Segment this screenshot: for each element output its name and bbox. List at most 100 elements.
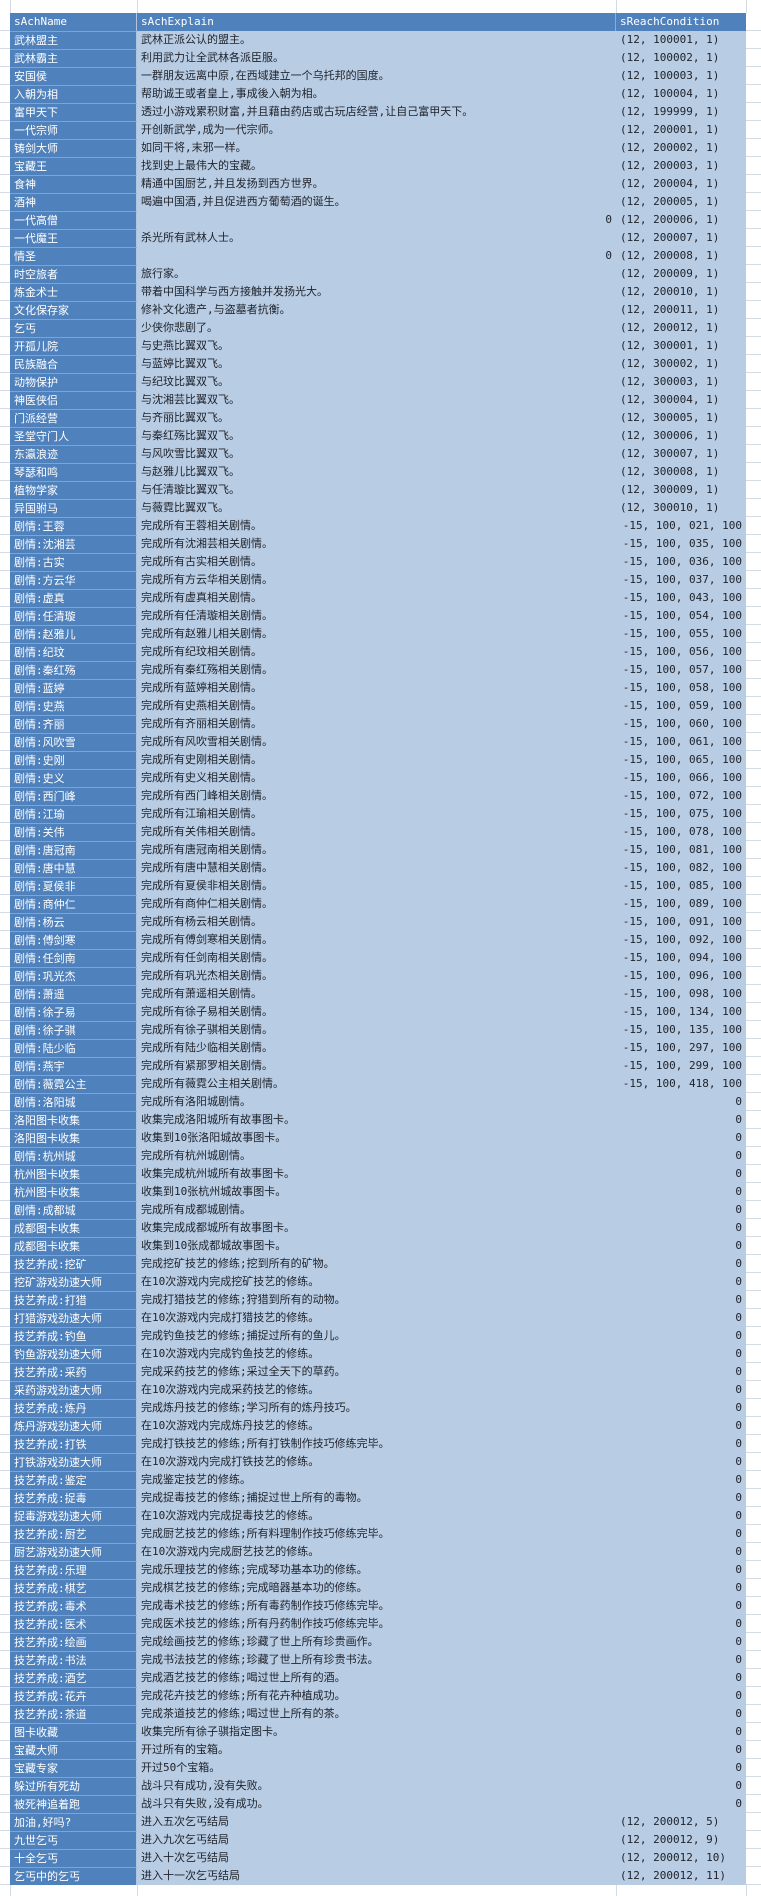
reach-condition-cell[interactable]: 0 [616,1669,746,1687]
reach-condition-cell[interactable]: -15, 100, 054, 100 [616,607,746,625]
achievement-explain-cell[interactable]: 完成所有沈湘芸相关剧情。 [137,535,616,553]
achievement-explain-cell[interactable]: 与风吹雪比翼双飞。 [137,445,616,463]
achievement-explain-cell[interactable]: 与薇霓比翼双飞。 [137,499,616,517]
reach-condition-cell[interactable]: -15, 100, 056, 100 [616,643,746,661]
reach-condition-cell[interactable]: -15, 100, 092, 100 [616,931,746,949]
achievement-name-cell[interactable]: 剧情:商仲仁 [10,895,137,913]
achievement-explain-cell[interactable]: 杀光所有武林人士。 [137,229,616,247]
achievement-explain-cell[interactable]: 战斗只有失败,没有成功。 [137,1795,616,1813]
achievement-explain-cell[interactable]: 开创新武学,成为一代宗师。 [137,121,616,139]
achievement-name-cell[interactable]: 剧情:杭州城 [10,1147,137,1165]
achievement-name-cell[interactable]: 剧情:虚真 [10,589,137,607]
reach-condition-cell[interactable]: 0 [616,1489,746,1507]
achievement-name-cell[interactable]: 宝藏专家 [10,1759,137,1777]
reach-condition-cell[interactable]: 0 [616,1723,746,1741]
achievement-name-cell[interactable]: 剧情:夏侯非 [10,877,137,895]
achievement-name-cell[interactable]: 技艺养成:乐理 [10,1561,137,1579]
achievement-explain-cell[interactable]: 找到史上最伟大的宝藏。 [137,157,616,175]
achievement-name-cell[interactable]: 杭州图卡收集 [10,1183,137,1201]
achievement-explain-cell[interactable]: 完成所有徐子骐相关剧情。 [137,1021,616,1039]
achievement-name-cell[interactable]: 剧情:唐中慧 [10,859,137,877]
achievement-name-cell[interactable]: 门派经营 [10,409,137,427]
achievement-name-cell[interactable]: 剧情:蓝婷 [10,679,137,697]
reach-condition-cell[interactable]: -15, 100, 096, 100 [616,967,746,985]
reach-condition-cell[interactable]: 0 [616,1345,746,1363]
achievement-explain-cell[interactable]: 完成所有任清璇相关剧情。 [137,607,616,625]
reach-condition-cell[interactable]: -15, 100, 082, 100 [616,859,746,877]
reach-condition-cell[interactable]: 0 [616,1273,746,1291]
achievement-name-cell[interactable]: 技艺养成:医术 [10,1615,137,1633]
achievement-name-cell[interactable]: 入朝为相 [10,85,137,103]
achievement-explain-cell[interactable]: 完成酒艺技艺的修练;喝过世上所有的酒。 [137,1669,616,1687]
reach-condition-cell[interactable]: 0 [616,1363,746,1381]
achievement-name-cell[interactable]: 炼丹游戏劲速大师 [10,1417,137,1435]
achievement-explain-cell[interactable]: 完成所有徐子易相关剧情。 [137,1003,616,1021]
reach-condition-cell[interactable]: -15, 100, 037, 100 [616,571,746,589]
achievement-name-cell[interactable]: 剧情:方云华 [10,571,137,589]
header-sachexplain[interactable]: sAchExplain [137,13,616,31]
achievement-explain-cell[interactable]: 在10次游戏内完成炼丹技艺的修练。 [137,1417,616,1435]
achievement-explain-cell[interactable]: 收集完成洛阳城所有故事图卡。 [137,1111,616,1129]
achievement-explain-cell[interactable]: 在10次游戏内完成挖矿技艺的修练。 [137,1273,616,1291]
achievement-explain-cell[interactable]: 在10次游戏内完成采药技艺的修练。 [137,1381,616,1399]
reach-condition-cell[interactable]: 0 [616,1435,746,1453]
achievement-explain-cell[interactable]: 完成毒术技艺的修练;所有毒药制作技巧修练完毕。 [137,1597,616,1615]
reach-condition-cell[interactable]: -15, 100, 066, 100 [616,769,746,787]
reach-condition-cell[interactable]: 0 [616,1183,746,1201]
achievement-name-cell[interactable]: 技艺养成:厨艺 [10,1525,137,1543]
achievement-explain-cell[interactable]: 完成炼丹技艺的修练;学习所有的炼丹技巧。 [137,1399,616,1417]
reach-condition-cell[interactable]: -15, 100, 078, 100 [616,823,746,841]
reach-condition-cell[interactable]: -15, 100, 089, 100 [616,895,746,913]
header-sachname[interactable]: sAchName [10,13,137,31]
achievement-name-cell[interactable]: 技艺养成:茶道 [10,1705,137,1723]
achievement-explain-cell[interactable]: 完成茶道技艺的修练;喝过世上所有的茶。 [137,1705,616,1723]
achievement-name-cell[interactable]: 开孤儿院 [10,337,137,355]
achievement-name-cell[interactable]: 被死神追着跑 [10,1795,137,1813]
achievement-name-cell[interactable]: 成都图卡收集 [10,1237,137,1255]
reach-condition-cell[interactable]: -15, 100, 134, 100 [616,1003,746,1021]
achievement-explain-cell[interactable]: 完成所有杨云相关剧情。 [137,913,616,931]
achievement-name-cell[interactable]: 炼金术士 [10,283,137,301]
achievement-name-cell[interactable]: 宝藏王 [10,157,137,175]
achievement-explain-cell[interactable]: 进入十一次乞丐结局 [137,1867,616,1885]
reach-condition-cell[interactable]: (12, 200012, 10) [616,1849,746,1867]
achievement-explain-cell[interactable]: 完成所有古实相关剧情。 [137,553,616,571]
reach-condition-cell[interactable]: (12, 200001, 1) [616,121,746,139]
reach-condition-cell[interactable]: -15, 100, 135, 100 [616,1021,746,1039]
achievement-explain-cell[interactable]: 完成所有方云华相关剧情。 [137,571,616,589]
achievement-explain-cell[interactable]: 完成所有商仲仁相关剧情。 [137,895,616,913]
achievement-name-cell[interactable]: 洛阳图卡收集 [10,1129,137,1147]
achievement-name-cell[interactable]: 图卡收藏 [10,1723,137,1741]
achievement-explain-cell[interactable]: 与蓝婷比翼双飞。 [137,355,616,373]
achievement-name-cell[interactable]: 技艺养成:挖矿 [10,1255,137,1273]
achievement-name-cell[interactable]: 技艺养成:采药 [10,1363,137,1381]
reach-condition-cell[interactable]: 0 [616,1309,746,1327]
achievement-explain-cell[interactable]: 0 [137,247,616,265]
achievement-explain-cell[interactable]: 完成挖矿技艺的修练;挖到所有的矿物。 [137,1255,616,1273]
achievement-explain-cell[interactable]: 完成所有夏侯非相关剧情。 [137,877,616,895]
achievement-name-cell[interactable]: 乞丐 [10,319,137,337]
achievement-name-cell[interactable]: 铸剑大师 [10,139,137,157]
achievement-name-cell[interactable]: 琴瑟和鸣 [10,463,137,481]
achievement-name-cell[interactable]: 技艺养成:打铁 [10,1435,137,1453]
achievement-explain-cell[interactable]: 完成棋艺技艺的修练;完成暗器基本功的修练。 [137,1579,616,1597]
achievement-name-cell[interactable]: 洛阳图卡收集 [10,1111,137,1129]
achievement-name-cell[interactable]: 东瀛浪迹 [10,445,137,463]
achievement-name-cell[interactable]: 文化保存家 [10,301,137,319]
reach-condition-cell[interactable]: (12, 200002, 1) [616,139,746,157]
reach-condition-cell[interactable]: (12, 300007, 1) [616,445,746,463]
achievement-explain-cell[interactable]: 在10次游戏内完成厨艺技艺的修练。 [137,1543,616,1561]
reach-condition-cell[interactable]: (12, 200012, 1) [616,319,746,337]
achievement-name-cell[interactable]: 剧情:江瑜 [10,805,137,823]
achievement-explain-cell[interactable]: 完成所有西门峰相关剧情。 [137,787,616,805]
achievement-name-cell[interactable]: 十全乞丐 [10,1849,137,1867]
reach-condition-cell[interactable]: 0 [616,1561,746,1579]
achievement-name-cell[interactable]: 采药游戏劲速大师 [10,1381,137,1399]
achievement-explain-cell[interactable]: 战斗只有成功,没有失败。 [137,1777,616,1795]
achievement-name-cell[interactable]: 剧情:王蓉 [10,517,137,535]
reach-condition-cell[interactable]: (12, 200004, 1) [616,175,746,193]
achievement-explain-cell[interactable]: 收集到10张洛阳城故事图卡。 [137,1129,616,1147]
reach-condition-cell[interactable]: (12, 200003, 1) [616,157,746,175]
reach-condition-cell[interactable]: 0 [616,1147,746,1165]
achievement-name-cell[interactable]: 技艺养成:绘画 [10,1633,137,1651]
